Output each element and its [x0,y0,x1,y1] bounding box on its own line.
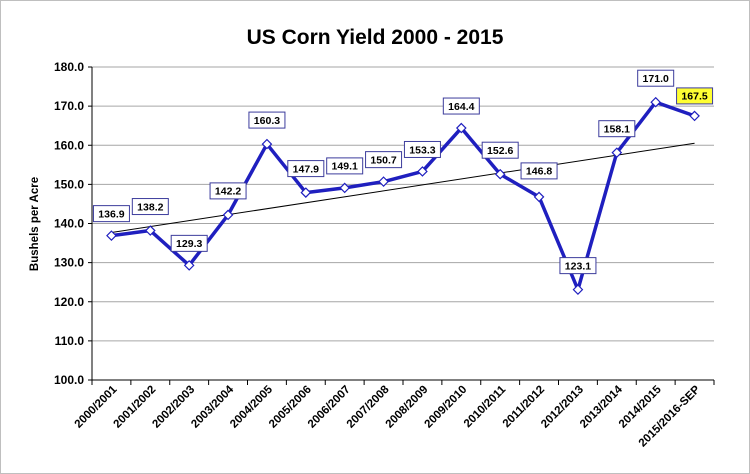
data-label-box [209,182,247,200]
data-label: 150.7 [370,154,396,166]
data-label: 167.5 [681,91,707,103]
data-label-box [520,162,558,180]
data-label-box [365,151,403,169]
y-tick-label: 180.0 [54,60,84,74]
data-label: 138.2 [137,201,163,213]
data-label: 129.3 [176,238,202,250]
y-tick-label: 170.0 [54,99,84,113]
y-tick-label: 120.0 [54,295,84,309]
data-label-box [326,157,364,175]
data-point [222,209,234,221]
data-point [417,166,428,177]
data-label: 136.9 [98,208,124,220]
data-label: 158.1 [604,123,630,135]
data-point [455,122,467,134]
data-label-box [676,87,714,105]
data-label-box [559,257,597,275]
data-point [533,191,545,203]
data-label: 147.9 [293,163,319,175]
data-point [650,96,662,108]
data-label: 149.1 [332,161,358,173]
data-point [378,176,389,187]
data-label: 164.4 [448,101,474,113]
data-label-box [403,140,441,158]
data-label-box [170,234,208,252]
y-tick-label: 110.0 [55,334,85,348]
y-tick-label: 150.0 [54,177,84,191]
chart-title: US Corn Yield 2000 - 2015 [247,26,504,49]
data-label-box [131,198,169,216]
data-point [494,168,506,180]
data-label: 153.3 [409,144,435,156]
data-label: 160.3 [254,115,280,127]
data-point [339,182,351,194]
data-label-box [637,69,675,87]
data-point [300,187,312,198]
data-label-box [598,120,636,138]
series-line [111,100,696,292]
y-axis-label: Bushels per Acre [29,177,41,271]
y-tick-label: 130.0 [54,256,84,270]
data-point [572,284,584,295]
data-label-box [481,141,519,159]
data-label: 146.8 [526,166,552,178]
y-tick-label: 140.0 [54,217,84,231]
data-label-box [248,111,286,129]
trendline [111,142,695,233]
data-label: 142.2 [215,186,241,198]
data-point [183,260,195,271]
data-label: 171.0 [643,73,669,85]
data-point [106,230,117,241]
data-label: 123.1 [565,260,591,272]
y-tick-label: 100.0 [54,373,84,387]
data-label-box [442,97,480,115]
data-label-box [287,160,325,178]
y-tick-label: 160.0 [54,138,84,152]
data-point [261,138,273,150]
data-point [611,147,623,159]
data-label-box [92,205,130,223]
data-point [144,225,156,236]
data-point [689,110,700,122]
data-label: 152.6 [487,145,513,157]
